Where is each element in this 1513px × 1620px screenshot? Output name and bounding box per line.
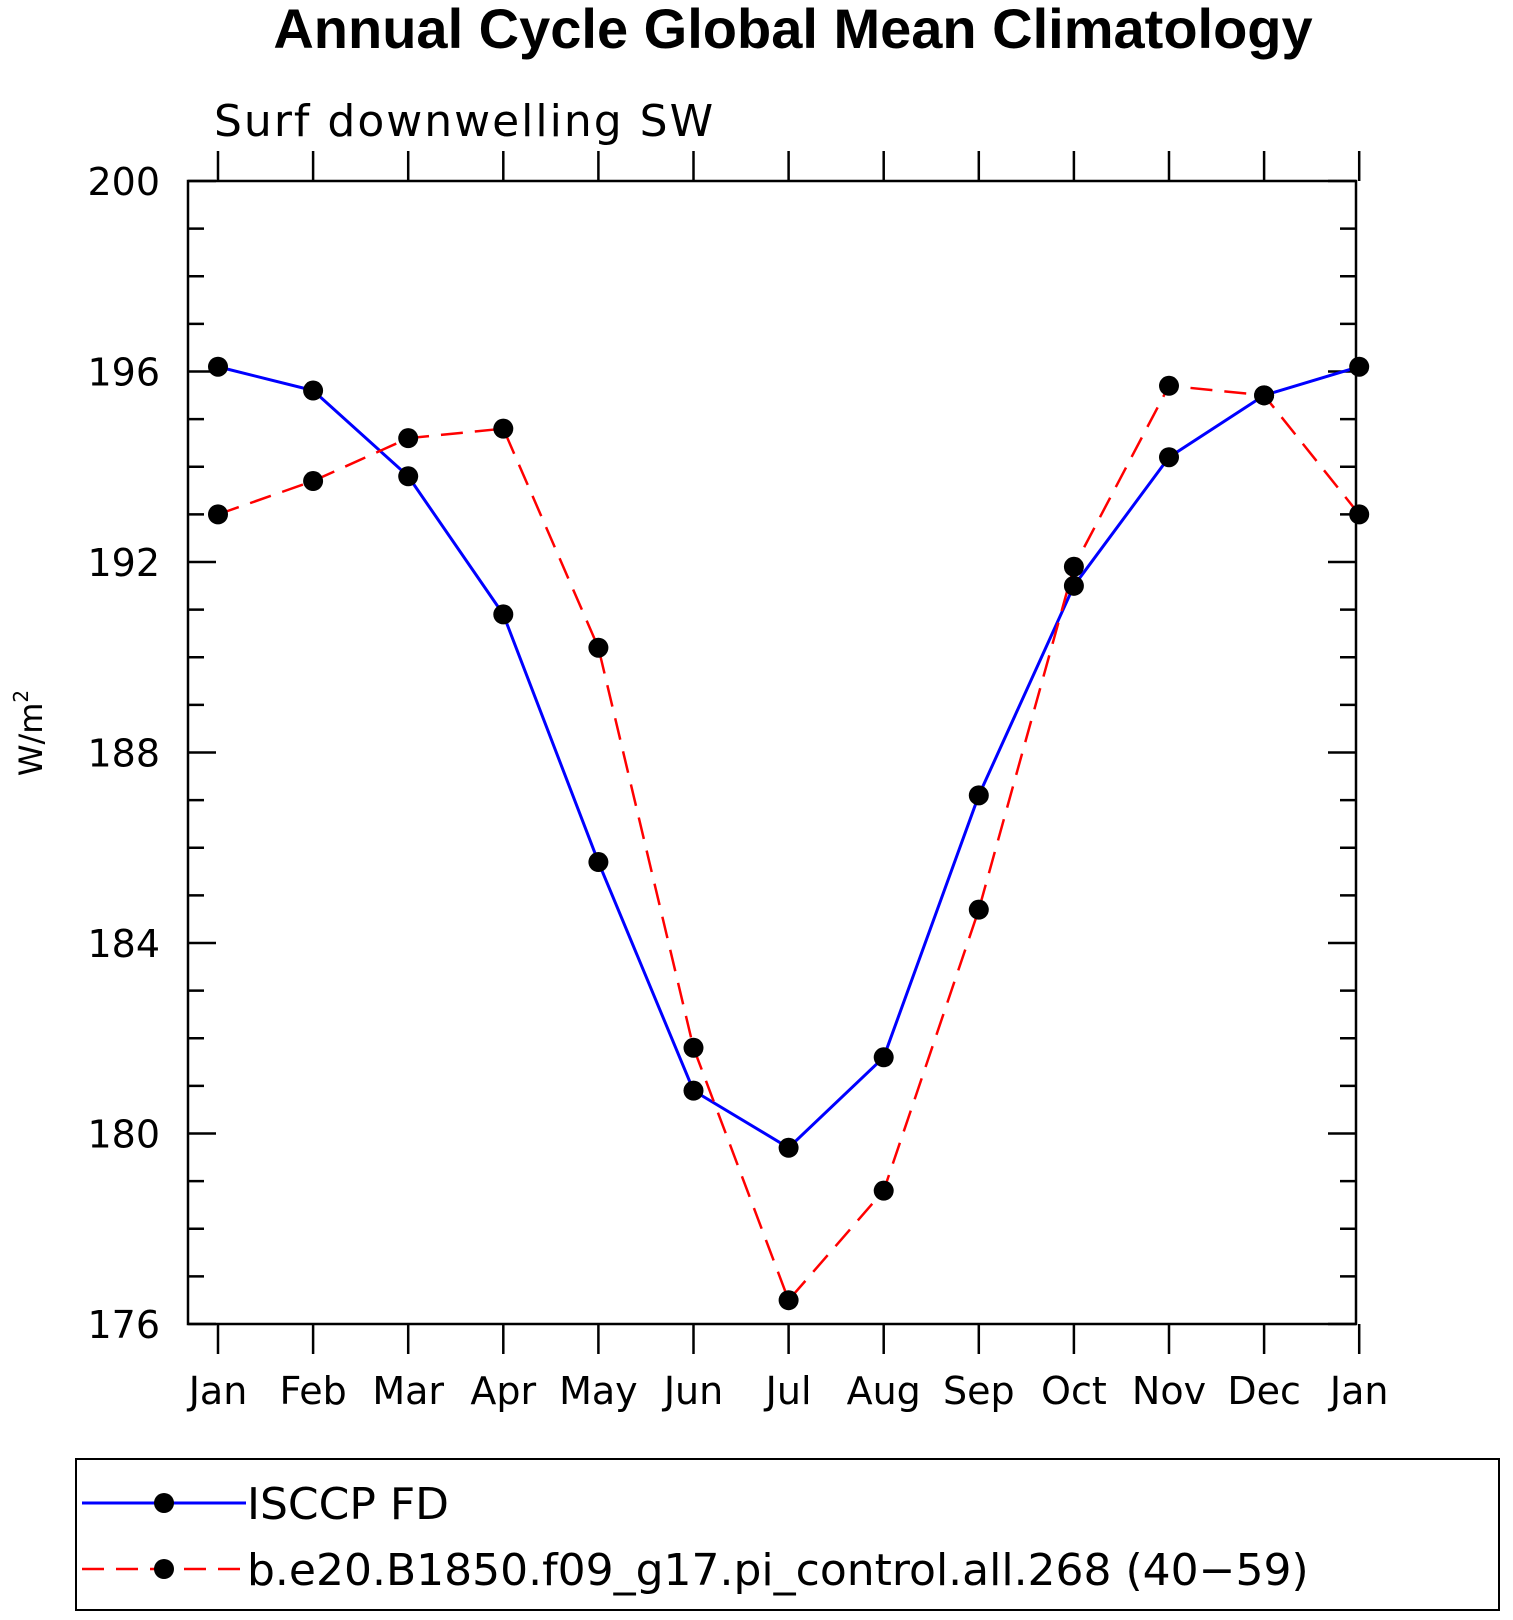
x-tick-label: Nov xyxy=(1132,1369,1206,1413)
data-point-model xyxy=(1254,385,1275,406)
x-tick-label: Mar xyxy=(372,1369,444,1413)
legend-marker-model xyxy=(154,1559,174,1579)
y-tick-label: 196 xyxy=(87,351,160,395)
chart-title: Annual Cycle Global Mean Climatology xyxy=(273,0,1312,60)
y-axis-title: W/m2 xyxy=(9,690,50,776)
chart-subtitle: Surf downwelling SW xyxy=(214,96,715,147)
data-point-isccp-fd xyxy=(1349,356,1370,377)
y-axis-label: W/m xyxy=(12,703,50,777)
data-point-model xyxy=(1349,504,1370,525)
data-point-isccp-fd xyxy=(303,380,324,401)
x-tick-label: Dec xyxy=(1227,1369,1301,1413)
series-layer xyxy=(208,356,1370,1311)
data-point-isccp-fd xyxy=(398,466,419,487)
x-tick-label: Feb xyxy=(279,1369,346,1413)
plot-frame xyxy=(186,179,1358,1326)
legend-entry-model: b.e20.B1850.f09_g17.pi_control.all.268 (… xyxy=(82,1545,1309,1596)
data-point-model xyxy=(588,637,609,658)
y-tick-labels: 176 180 184 188 192 196 200 xyxy=(87,160,160,1347)
y-tick-label: 200 xyxy=(87,160,160,204)
y-tick-label: 184 xyxy=(87,922,160,966)
data-point-model xyxy=(1063,556,1084,577)
data-point-isccp-fd xyxy=(208,356,228,377)
data-point-model xyxy=(778,1290,799,1311)
y-tick-label: 188 xyxy=(87,732,160,776)
series-line-model xyxy=(217,384,1361,1303)
data-point-model xyxy=(208,504,228,525)
axis-ticks xyxy=(188,151,1361,1354)
x-tick-label: Jan xyxy=(1328,1369,1389,1413)
data-point-isccp-fd xyxy=(493,604,514,625)
data-point-isccp-fd xyxy=(683,1080,704,1101)
legend-label-isccp: ISCCP FD xyxy=(247,1479,449,1530)
x-tick-label: Sep xyxy=(943,1369,1015,1413)
data-point-isccp-fd xyxy=(588,852,609,873)
x-tick-label: Jun xyxy=(662,1369,723,1413)
y-tick-label: 180 xyxy=(87,1113,160,1157)
data-point-model xyxy=(398,428,419,449)
x-tick-label: Jan xyxy=(187,1369,248,1413)
data-point-isccp-fd xyxy=(1063,575,1084,596)
data-point-model xyxy=(873,1180,894,1201)
svg-text:W/m2: W/m2 xyxy=(9,690,50,776)
x-tick-label: Jul xyxy=(764,1369,812,1413)
data-point-model xyxy=(1159,375,1179,396)
legend-marker-isccp xyxy=(154,1493,174,1513)
data-point-model xyxy=(683,1037,704,1058)
x-tick-label: May xyxy=(559,1369,638,1413)
data-point-isccp-fd xyxy=(778,1137,799,1158)
data-point-isccp-fd xyxy=(873,1047,894,1068)
y-tick-label: 176 xyxy=(87,1303,160,1347)
x-tick-label: Apr xyxy=(470,1369,536,1413)
x-tick-label: Oct xyxy=(1041,1369,1107,1413)
legend-box xyxy=(75,1458,1500,1611)
data-point-model xyxy=(968,899,989,920)
legend-label-model: b.e20.B1850.f09_g17.pi_control.all.268 (… xyxy=(247,1545,1309,1596)
x-tick-label: Aug xyxy=(847,1369,921,1413)
data-point-model xyxy=(493,418,514,439)
y-tick-label: 192 xyxy=(87,541,160,585)
series-line-isccp-fd xyxy=(217,365,1360,1150)
x-tick-labels: Jan Feb Mar Apr May Jun Jul Aug Sep Oct Nov Dec Jan xyxy=(187,1369,1389,1413)
data-point-isccp-fd xyxy=(1159,447,1179,468)
y-axis-label-superscript: 2 xyxy=(9,690,33,703)
data-point-model xyxy=(303,471,324,492)
data-point-isccp-fd xyxy=(968,785,989,806)
legend-entry-isccp: ISCCP FD xyxy=(82,1479,449,1530)
